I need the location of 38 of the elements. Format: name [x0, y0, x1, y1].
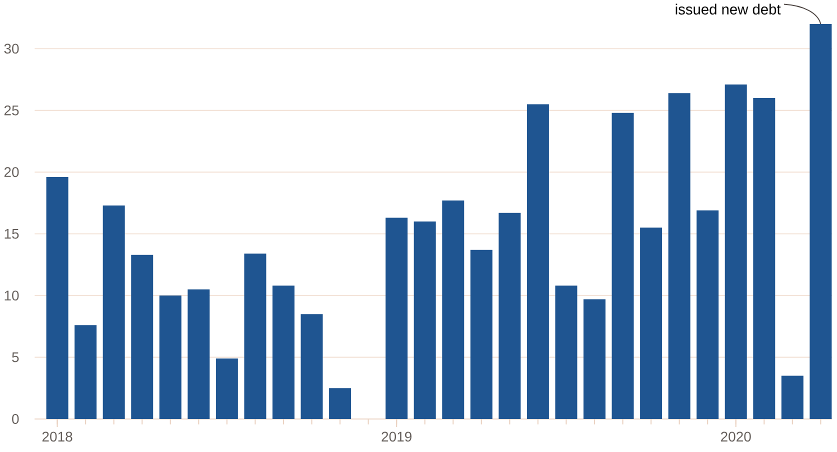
bar — [781, 376, 804, 419]
y-tick-label: 25 — [4, 105, 19, 116]
x-tick-label: 2018 — [42, 432, 72, 442]
bar — [272, 286, 294, 419]
bar — [329, 388, 352, 419]
bar — [526, 104, 549, 419]
bar — [216, 358, 238, 419]
y-tick-label: 10 — [4, 290, 19, 301]
bar — [470, 250, 492, 419]
bar — [753, 98, 776, 419]
bar — [555, 286, 578, 419]
bar — [612, 112, 634, 419]
x-tick-label: 2019 — [382, 432, 412, 442]
bar — [244, 254, 266, 419]
bar — [46, 177, 68, 419]
bar — [668, 93, 690, 419]
annotation: issued new debt — [676, 4, 781, 15]
bar — [724, 84, 747, 419]
y-tick-label: 5 — [12, 352, 19, 362]
bar — [188, 289, 210, 419]
bar — [498, 212, 521, 419]
bar — [386, 218, 408, 419]
y-tick-label: 0 — [12, 414, 19, 424]
y-tick-label: 20 — [4, 167, 19, 178]
y-tick-label: 15 — [4, 228, 19, 239]
bar — [584, 299, 606, 419]
bar — [131, 254, 154, 419]
bar — [159, 296, 182, 419]
bar — [810, 24, 832, 419]
x-tick-label: 2020 — [721, 432, 751, 442]
bar — [442, 200, 464, 419]
bar — [74, 325, 97, 419]
bar — [696, 210, 719, 419]
bar — [640, 228, 662, 419]
bar — [300, 314, 323, 419]
y-tick-label: 30 — [4, 44, 19, 54]
bar — [102, 205, 125, 419]
bar — [414, 221, 436, 419]
